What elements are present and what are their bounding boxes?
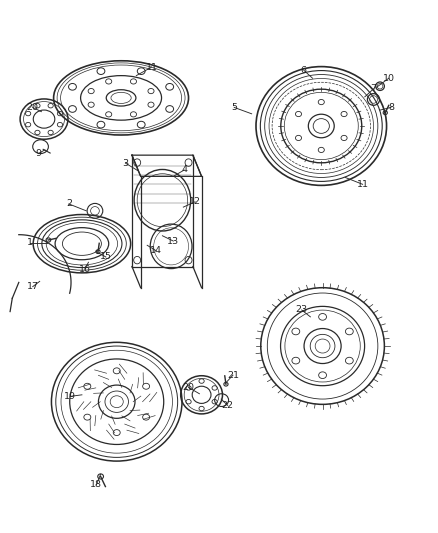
Text: 17: 17 <box>27 282 39 291</box>
Text: 18: 18 <box>90 480 102 489</box>
Text: 12: 12 <box>189 197 201 206</box>
Text: 14: 14 <box>150 246 162 255</box>
Text: 6: 6 <box>301 66 307 75</box>
Text: 23: 23 <box>296 305 308 314</box>
Text: 9: 9 <box>35 149 41 158</box>
Text: 11: 11 <box>357 180 369 189</box>
Text: 11: 11 <box>145 63 158 71</box>
Text: 22: 22 <box>222 401 234 410</box>
Text: 15: 15 <box>100 253 112 262</box>
Text: 2: 2 <box>66 199 72 208</box>
Text: 21: 21 <box>227 370 239 379</box>
Text: 13: 13 <box>167 237 180 246</box>
Text: 7: 7 <box>371 84 377 93</box>
Text: 1: 1 <box>27 238 33 247</box>
Text: 10: 10 <box>383 74 395 83</box>
Text: 5: 5 <box>231 103 237 112</box>
Text: 20: 20 <box>27 103 39 112</box>
Text: 19: 19 <box>64 392 76 401</box>
Text: 4: 4 <box>181 166 187 174</box>
Text: 16: 16 <box>79 265 91 273</box>
Text: 8: 8 <box>388 103 394 112</box>
Text: 3: 3 <box>122 159 128 167</box>
Text: 20: 20 <box>183 383 194 392</box>
